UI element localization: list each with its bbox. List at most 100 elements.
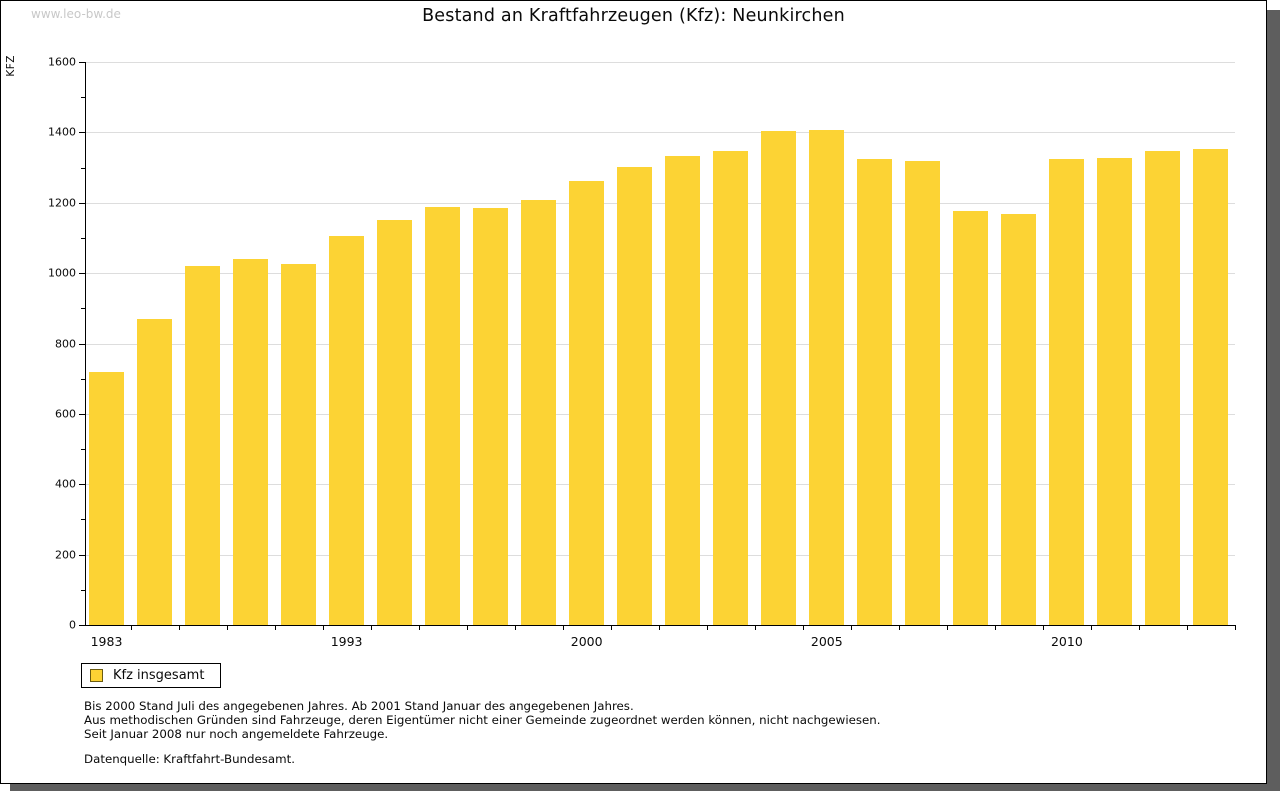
watermark: www.leo-bw.de: [31, 7, 121, 21]
bar-2002: [665, 155, 701, 625]
x-axis-tick: [418, 625, 420, 630]
y-axis-label: KFZ: [5, 55, 17, 77]
y-axis-tick-label: 1200: [48, 196, 76, 210]
x-axis-tick: [850, 625, 852, 630]
x-axis-tick: [1042, 625, 1044, 630]
y-axis-tick-label: 1000: [48, 266, 76, 280]
bar-1983: [89, 371, 124, 625]
x-axis-tick: [946, 625, 948, 630]
bar-1998: [473, 208, 509, 625]
y-axis-tick-label: 800: [55, 337, 76, 350]
gridline: [86, 132, 1235, 134]
y-axis-minor-tick: [81, 308, 86, 310]
y-axis-major-tick: [79, 625, 86, 626]
bar-2004: [761, 130, 797, 625]
x-axis-tick: [178, 625, 180, 630]
bar-1993: [329, 236, 365, 625]
legend-swatch-icon: [90, 669, 103, 682]
bar-2010: [1049, 158, 1085, 625]
bar-2011: [1097, 157, 1133, 625]
y-axis-major-tick: [79, 484, 86, 486]
y-axis-major-tick: [79, 132, 86, 134]
gridline: [86, 202, 1235, 204]
footnote-line: Bis 2000 Stand Juli des angegebenen Jahr…: [84, 699, 634, 713]
x-axis-tick: [514, 625, 516, 630]
y-axis-minor-tick: [81, 97, 86, 99]
x-axis-tick: [370, 625, 372, 630]
bar-2009: [1001, 213, 1037, 625]
x-axis-tick: [130, 625, 132, 630]
x-axis-tick: [1138, 625, 1140, 630]
x-axis-tick: [994, 625, 996, 630]
y-axis-minor-tick: [81, 167, 86, 169]
footnote-line: Aus methodischen Gründen sind Fahrzeuge,…: [84, 713, 881, 727]
bar-1999: [521, 200, 557, 625]
x-axis-tick-label: 2005: [810, 634, 843, 649]
x-axis-tick: [658, 625, 660, 630]
plot-area: 0 200 400 600 800 1000 1200 1400 1600 1983 1993 200…: [48, 56, 1236, 649]
x-axis-tick-label: 1983: [90, 634, 123, 649]
x-axis-tick: [802, 625, 804, 630]
x-axis-tick: [898, 625, 900, 630]
y-axis-tick-label: 1400: [48, 125, 76, 139]
gridline: [86, 343, 1235, 345]
bar-1989: [233, 259, 269, 625]
bar-2006: [857, 159, 893, 625]
y-axis-minor-tick: [81, 237, 86, 239]
y-axis-major-tick: [79, 343, 86, 345]
y-axis-major-tick: [79, 413, 86, 415]
y-axis-minor-tick: [81, 449, 86, 451]
x-axis-tick-label: 1993: [330, 634, 363, 649]
gridline: [86, 484, 1235, 486]
x-axis-tick: [1090, 625, 1092, 630]
x-axis-tick: [466, 625, 468, 630]
x-axis-tick: [562, 625, 564, 630]
footnote-line: Seit Januar 2008 nur noch angemeldete Fa…: [84, 727, 389, 741]
x-axis-tick: [706, 625, 708, 630]
x-axis-tick-label: 2000: [570, 634, 603, 649]
y-axis-major-tick: [79, 62, 86, 63]
data-source: Datenquelle: Kraftfahrt-Bundesamt.: [84, 752, 296, 766]
gridline: [86, 273, 1235, 275]
legend-label: Kfz insgesamt: [113, 668, 205, 683]
y-axis-tick-label: 1600: [48, 55, 76, 69]
x-axis-tick: [754, 625, 756, 630]
bar-2007: [905, 160, 941, 625]
x-axis-tick: [274, 625, 276, 630]
legend-box: Kfz insgesamt: [81, 663, 222, 688]
bar-2005: [809, 129, 845, 625]
bar-1985: [137, 318, 173, 625]
x-axis-tick: [322, 625, 324, 630]
chart-title: Bestand an Kraftfahrzeugen (Kfz): Neunki…: [422, 6, 845, 26]
x-axis-tick: [226, 625, 228, 630]
y-axis-minor-tick: [81, 519, 86, 521]
y-axis-minor-tick: [81, 589, 86, 591]
y-axis-major-tick: [79, 554, 86, 556]
bar-2000: [569, 180, 605, 625]
y-axis-tick-label: 400: [55, 477, 76, 491]
y-axis-tick-label: 600: [55, 407, 76, 421]
y-axis-tick-label: 200: [55, 548, 76, 562]
y-axis-major-tick: [79, 202, 86, 204]
bar-1995: [377, 220, 413, 625]
y-axis-tick-label: 0: [69, 618, 76, 632]
bar-1997: [425, 207, 461, 625]
y-axis-major-tick: [79, 273, 86, 275]
footnotes: Bis 2000 Stand Juli des angegebenen Jahr…: [84, 699, 880, 741]
x-axis-tick-label: 2010: [1050, 634, 1083, 649]
bar-2013: [1193, 148, 1229, 625]
bar-1991: [281, 264, 317, 625]
bar-2003: [713, 151, 749, 625]
gridline: [86, 62, 1235, 63]
bar-2012: [1145, 151, 1181, 625]
x-axis-tick: [610, 625, 612, 630]
x-axis-tick: [1234, 625, 1236, 630]
bar-2008: [953, 210, 989, 625]
window-shadow-right: [1267, 10, 1280, 791]
x-axis-tick: [1186, 625, 1188, 630]
gridline: [86, 554, 1235, 556]
bar-2001: [617, 166, 653, 625]
y-axis-minor-tick: [81, 378, 86, 380]
window-shadow-bottom: [10, 784, 1280, 791]
